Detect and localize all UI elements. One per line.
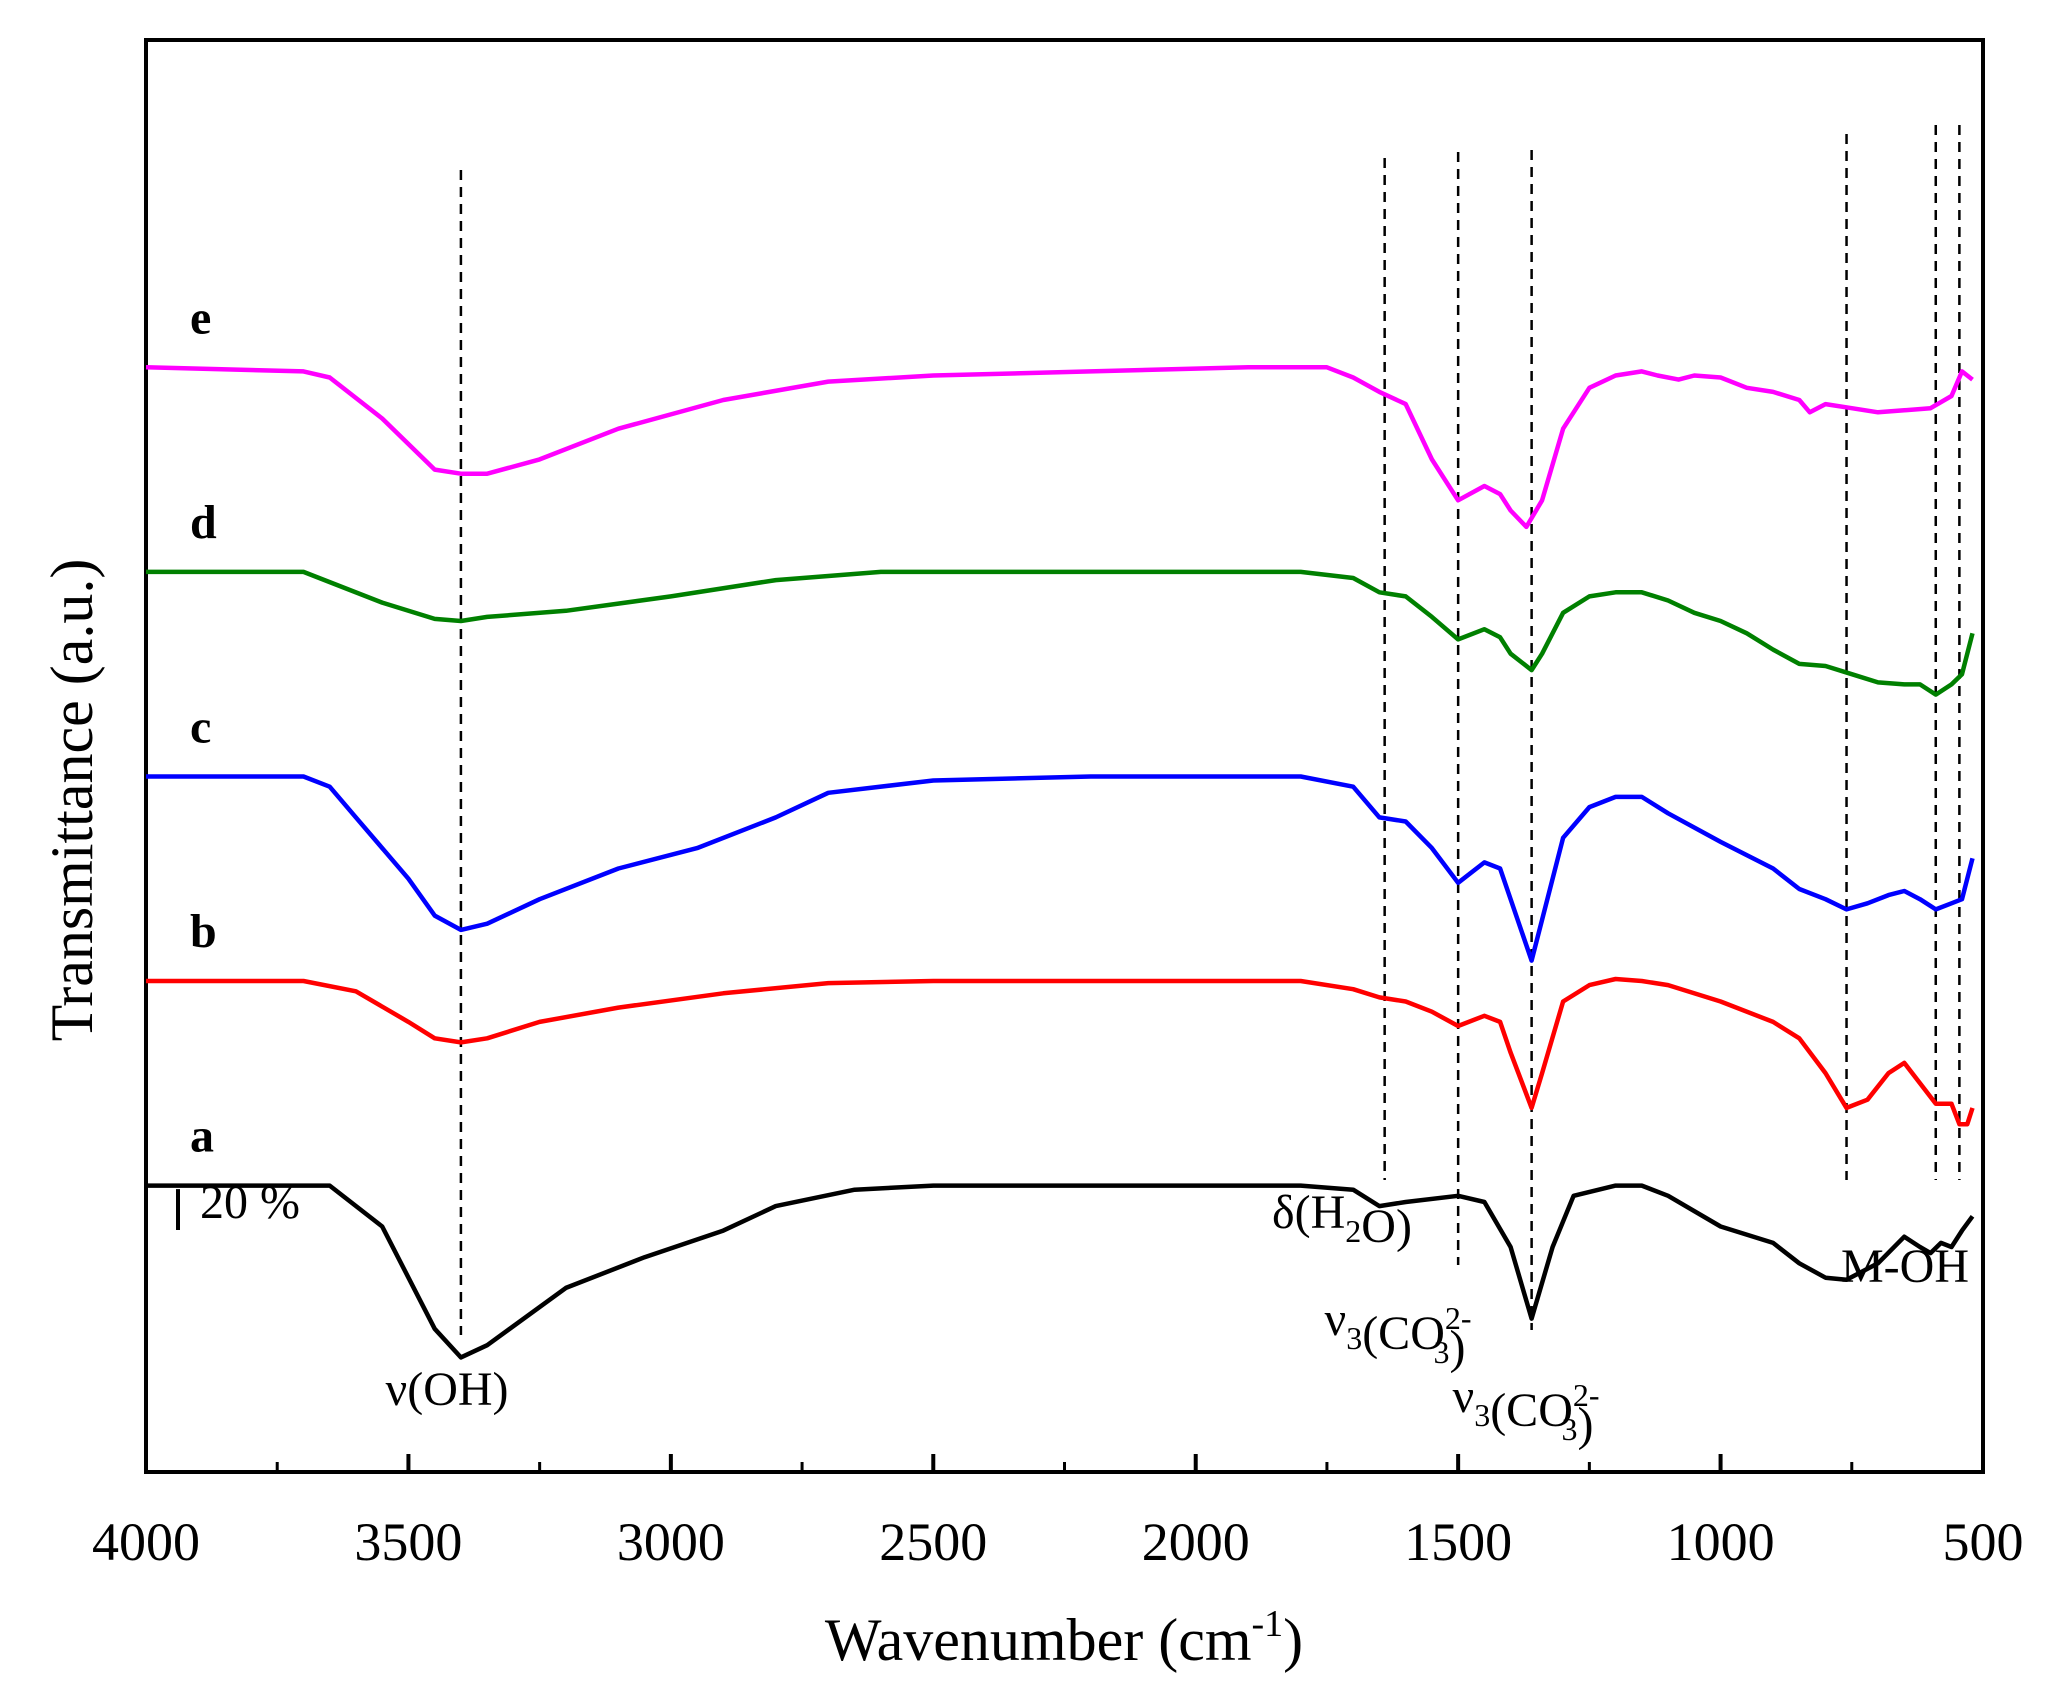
- y-axis-title: Transmittance (a.u.): [39, 559, 105, 1042]
- scale-bar: 20 %: [176, 1176, 300, 1230]
- annotations: ν(OH) δ(H2O) ν3(CO2-3)ν3(CO2-3) M-OH: [386, 1186, 1970, 1451]
- series-label-d: d: [190, 496, 217, 549]
- x-tick-label-3000: 3000: [617, 1512, 725, 1572]
- series-line-b: [146, 976, 1975, 1127]
- x-tick-label-2500: 2500: [879, 1512, 987, 1572]
- series-line-a: [146, 1183, 1975, 1360]
- annotation-delta-h2o: δ(H2O): [1272, 1186, 1412, 1253]
- annotation-v3-co3-1360: ν3(CO2-3): [1452, 1370, 1599, 1451]
- series-label-e: e: [190, 291, 211, 344]
- x-tick-label-1000: 1000: [1667, 1512, 1775, 1572]
- series-label-c: c: [190, 701, 211, 754]
- annotation-v3-co3-1500: ν3(CO2-3): [1324, 1293, 1471, 1374]
- x-tick-labels: 4000 3500 3000 2500 2000 1500 1000 500: [92, 1512, 2024, 1572]
- series-line-c: [146, 774, 1975, 963]
- annotation-m-oh: M-OH: [1841, 1240, 1969, 1293]
- series-label-a: a: [190, 1110, 214, 1163]
- series-labels: a b c d e: [190, 291, 217, 1162]
- x-tick-label-1500: 1500: [1404, 1512, 1512, 1572]
- series-label-b: b: [190, 905, 217, 958]
- x-tick-label-2000: 2000: [1142, 1512, 1250, 1572]
- series-line-d: [146, 569, 1975, 697]
- series-lines: [145, 365, 1975, 1360]
- x-tick-label-500: 500: [1943, 1512, 2024, 1572]
- scale-bar-label: 20 %: [200, 1176, 300, 1229]
- plot-frame: [144, 38, 1985, 1474]
- x-tick-label-4000: 4000: [92, 1512, 200, 1572]
- x-tick-label-3500: 3500: [354, 1512, 462, 1572]
- series-line-e: [145, 365, 1974, 530]
- x-ticks: [144, 1454, 1985, 1472]
- dashed-lines: [459, 125, 1961, 1335]
- x-axis-title: Wavenumber (cm-1): [825, 1603, 1303, 1673]
- annotation-v-oh: ν(OH): [386, 1363, 509, 1416]
